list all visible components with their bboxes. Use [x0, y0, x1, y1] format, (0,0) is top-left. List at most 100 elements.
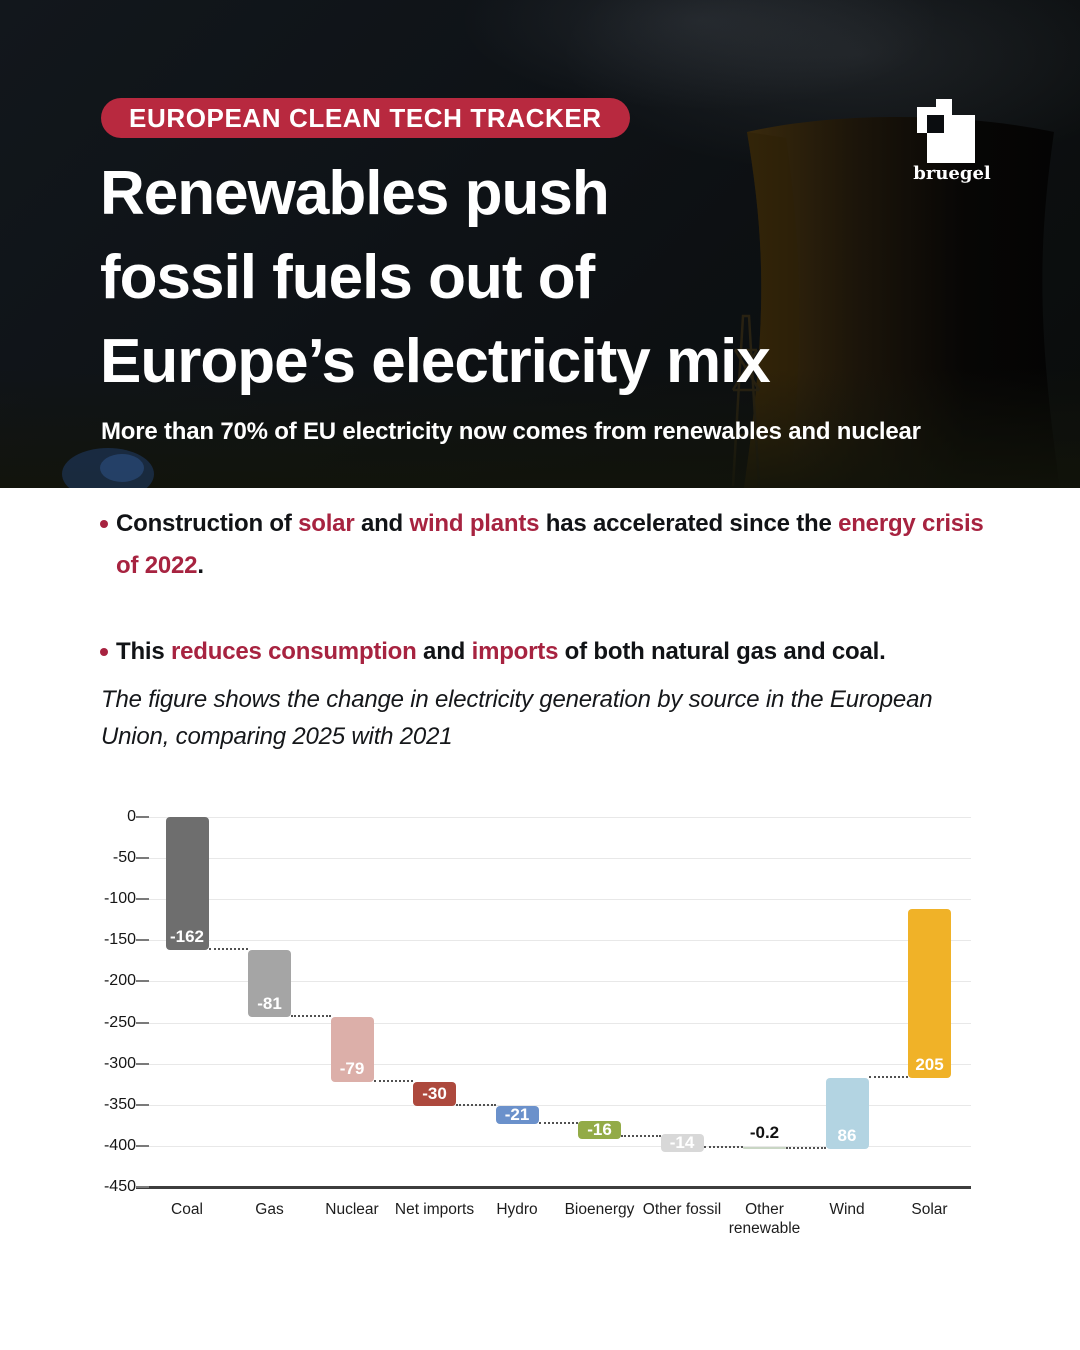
- x-category-label: Solar: [911, 1201, 948, 1218]
- dark-landscape: [0, 368, 1080, 488]
- bar-solar: 205: [908, 909, 951, 1078]
- kicker-badge: EUROPEAN CLEAN TECH TRACKER: [101, 98, 630, 138]
- waterfall-connector: [291, 1014, 331, 1017]
- body-text: This: [116, 638, 172, 665]
- bar-net-imports: -30: [413, 1081, 456, 1107]
- page-title: Renewables push fossil fuels out of Euro…: [100, 152, 771, 404]
- body-text: Construction of: [116, 510, 299, 537]
- body-text: and: [354, 510, 410, 537]
- y-tick-label: -400: [103, 1136, 136, 1154]
- x-category-label: Other renewable: [728, 1201, 801, 1237]
- title-line-2: fossil fuels out of: [100, 243, 595, 312]
- title-line-3: Europe’s electricity mix: [100, 327, 771, 396]
- bar-wind: 86: [825, 1077, 869, 1149]
- bar-value-label: 86: [837, 1125, 857, 1145]
- bar-value-label: -79: [339, 1058, 365, 1078]
- y-tick-label: -450: [103, 1178, 136, 1195]
- y-tick-label: 0: [127, 808, 136, 825]
- body-text: has accelerated since the: [539, 510, 839, 537]
- steam-plume-2: [460, 0, 940, 110]
- x-category-label: Hydro: [496, 1201, 538, 1218]
- y-axis-tick: [136, 898, 149, 901]
- bruegel-logo: bruegel: [913, 99, 991, 187]
- waterfall-connector: [538, 1121, 578, 1124]
- x-category-label: Gas: [255, 1201, 284, 1218]
- waterfall-connector: [373, 1079, 413, 1082]
- nuclear-plant-photo: [0, 0, 1080, 488]
- y-tick-label: -250: [103, 1013, 136, 1031]
- y-axis-tick: [136, 980, 149, 983]
- y-tick-label: -50: [112, 849, 136, 867]
- bar-value-label: -16: [587, 1120, 612, 1140]
- foreground-blue-object: [62, 448, 154, 488]
- y-axis-tick: [136, 1186, 149, 1188]
- subtitle: More than 70% of EU electricity now come…: [101, 418, 921, 445]
- y-tick-label: -200: [103, 972, 136, 990]
- foreground-blue-highlight: [100, 454, 144, 482]
- y-axis-tick: [136, 816, 149, 818]
- bullet-item-2: This reduces consumption and imports of …: [100, 631, 990, 673]
- bar-value-label: -0.2: [749, 1123, 780, 1143]
- gridline: [148, 981, 971, 983]
- gridline: [148, 1022, 971, 1024]
- body-text: and: [416, 638, 472, 665]
- key-points: Construction of solar and wind plants ha…: [100, 503, 990, 717]
- gridline: [148, 899, 971, 901]
- waterfall-connector: [868, 1075, 908, 1078]
- y-axis-tick: [136, 1144, 149, 1147]
- x-category-label: Other fossil: [642, 1201, 722, 1218]
- figure-caption: The figure shows the change in electrici…: [101, 686, 933, 750]
- logo-square-small: [936, 99, 952, 115]
- bar-other-fossil: -14: [660, 1132, 704, 1152]
- logo-square-notch: [927, 115, 944, 133]
- gridline: [148, 817, 971, 818]
- bar-value-label: -162: [169, 927, 205, 947]
- highlighted-text: energy crisis of 2022: [116, 510, 984, 579]
- bar-value-label: -81: [257, 993, 282, 1013]
- y-tick-label: -100: [103, 890, 136, 908]
- x-axis-line: [136, 1186, 971, 1189]
- bar-value-label: 205: [915, 1054, 944, 1074]
- bar-hydro: -21: [495, 1105, 539, 1125]
- gridline: [148, 1145, 971, 1147]
- waterfall-connector: [208, 948, 248, 951]
- y-axis-tick: [136, 857, 149, 860]
- body-text: .: [197, 552, 204, 579]
- waterfall-connector: [621, 1134, 661, 1137]
- x-category-label: Coal: [171, 1201, 203, 1218]
- bar-value-label: -14: [669, 1132, 695, 1152]
- gridline: [148, 858, 971, 860]
- y-axis-tick: [136, 939, 149, 942]
- header: EUROPEAN CLEAN TECH TRACKER Renewables p…: [0, 0, 1080, 488]
- gridline: [148, 1104, 971, 1106]
- y-axis-tick: [136, 1021, 149, 1024]
- waterfall-connector: [456, 1104, 496, 1107]
- bar-coal: -162: [165, 817, 209, 951]
- highlighted-text: imports: [471, 638, 559, 665]
- y-tick-label: -350: [103, 1095, 136, 1113]
- bar-other-renewable: [743, 1147, 786, 1150]
- x-category-label: Bioenergy: [564, 1201, 635, 1218]
- waterfall-connector: [703, 1146, 743, 1149]
- y-tick-label: -300: [103, 1054, 136, 1072]
- body-text: of both natural gas and coal.: [558, 638, 886, 665]
- x-category-label: Wind: [829, 1201, 865, 1218]
- bar-bioenergy: -16: [578, 1120, 621, 1140]
- y-axis-tick: [136, 1103, 149, 1106]
- y-tick-label: -150: [103, 931, 136, 949]
- x-category-label: Nuclear: [325, 1201, 379, 1218]
- gridline: [148, 940, 971, 942]
- y-axis-tick: [136, 1062, 149, 1065]
- bar-gas: -81: [248, 950, 291, 1017]
- bar-value-label: -30: [422, 1084, 447, 1104]
- x-category-label: Net imports: [394, 1201, 475, 1218]
- waterfall-connector: [786, 1146, 826, 1149]
- title-line-1: Renewables push: [100, 159, 610, 228]
- bullet-dot-icon: [100, 520, 108, 528]
- highlighted-text: solar: [298, 510, 355, 537]
- bullet-text: This reduces consumption and imports of …: [116, 638, 886, 665]
- highlighted-text: reduces consumption: [171, 638, 417, 665]
- bullet-dot-icon: [100, 648, 108, 656]
- logo-wordmark: bruegel: [913, 163, 991, 184]
